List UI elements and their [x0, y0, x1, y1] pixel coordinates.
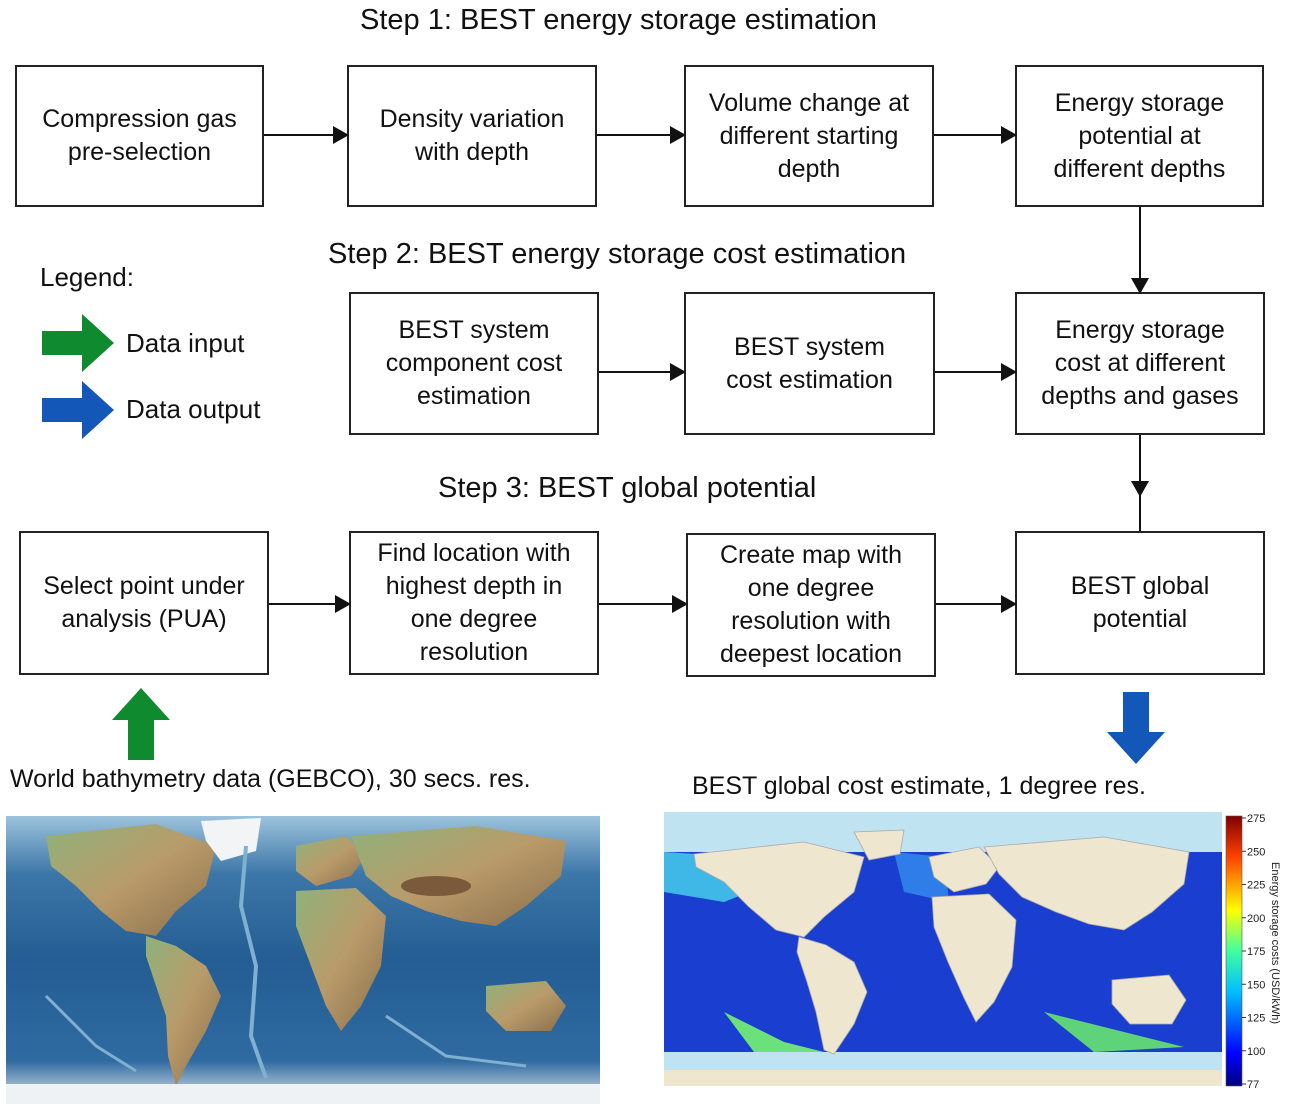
green-arrow-icon	[42, 314, 114, 372]
arrow-step2-to-step3	[1131, 435, 1149, 497]
box-storage-cost-depths-gases: Energy storage cost at different depths an…	[1015, 292, 1265, 435]
box-global-potential: BEST global potential	[1015, 531, 1265, 675]
colorbar-tick-label: 250	[1247, 846, 1265, 858]
step3-title: Step 3: BEST global potential	[438, 472, 817, 504]
colorbar-tick-label: 150	[1247, 979, 1265, 991]
arrow-step1-to-step2	[1131, 207, 1149, 294]
arrow-s2-1-2	[599, 363, 686, 381]
arrow-s3-1-2	[269, 595, 351, 613]
box-volume-change: Volume change at different starting depth	[684, 65, 934, 207]
arrow-s3-2-3	[599, 595, 688, 613]
colorbar-tick-label: 275	[1247, 813, 1265, 825]
box-create-map: Create map with one degree resolution with…	[686, 533, 936, 677]
box-energy-storage-potential: Energy storage potential at different dept…	[1015, 65, 1264, 207]
data-output-arrow-icon	[1107, 692, 1165, 764]
connector-line	[1139, 495, 1141, 531]
blue-arrow-icon	[42, 381, 114, 439]
colorbar: 275 250 225 200 175 150 125 100 77 Energy storag…	[1225, 813, 1281, 1091]
colorbar-tick-label: 175	[1247, 946, 1265, 958]
legend-input-label: Data input	[126, 328, 245, 358]
arrow-s1-3-4	[934, 126, 1017, 144]
box-compression-gas: Compression gas pre-selection	[15, 65, 264, 207]
data-input-arrow-icon	[112, 688, 170, 760]
box-component-cost: BEST system component cost estimation	[349, 292, 599, 435]
step1-title: Step 1: BEST energy storage estimation	[360, 4, 877, 36]
step2-title: Step 2: BEST energy storage cost estimat…	[328, 238, 907, 270]
legend-title: Legend:	[40, 262, 134, 292]
caption-bathymetry: World bathymetry data (GEBCO), 30 secs. …	[10, 765, 531, 793]
box-select-point: Select point under analysis (PUA)	[19, 531, 269, 675]
colorbar-tick-label: 225	[1247, 880, 1265, 892]
box-density-variation: Density variation with depth	[347, 65, 597, 207]
cost-estimate-map	[664, 812, 1222, 1086]
colorbar-label: Energy storage costs (USD/kWh)	[1269, 862, 1281, 1024]
legend-output-label: Data output	[126, 394, 261, 424]
arrow-s1-1-2	[264, 126, 349, 144]
bathymetry-map	[6, 816, 600, 1104]
colorbar-tick-label: 77	[1247, 1079, 1259, 1091]
arrow-s2-2-3	[935, 363, 1017, 381]
box-find-location: Find location with highest depth in one de…	[349, 531, 599, 675]
colorbar-tick-label: 100	[1247, 1046, 1265, 1058]
colorbar-tick-label: 200	[1247, 913, 1265, 925]
box-system-cost: BEST system cost estimation	[684, 292, 935, 435]
arrow-s3-3-4	[936, 595, 1017, 613]
caption-cost-estimate: BEST global cost estimate, 1 degree res.	[692, 772, 1146, 800]
colorbar-tick-label: 125	[1247, 1013, 1265, 1025]
arrow-s1-2-3	[597, 126, 686, 144]
